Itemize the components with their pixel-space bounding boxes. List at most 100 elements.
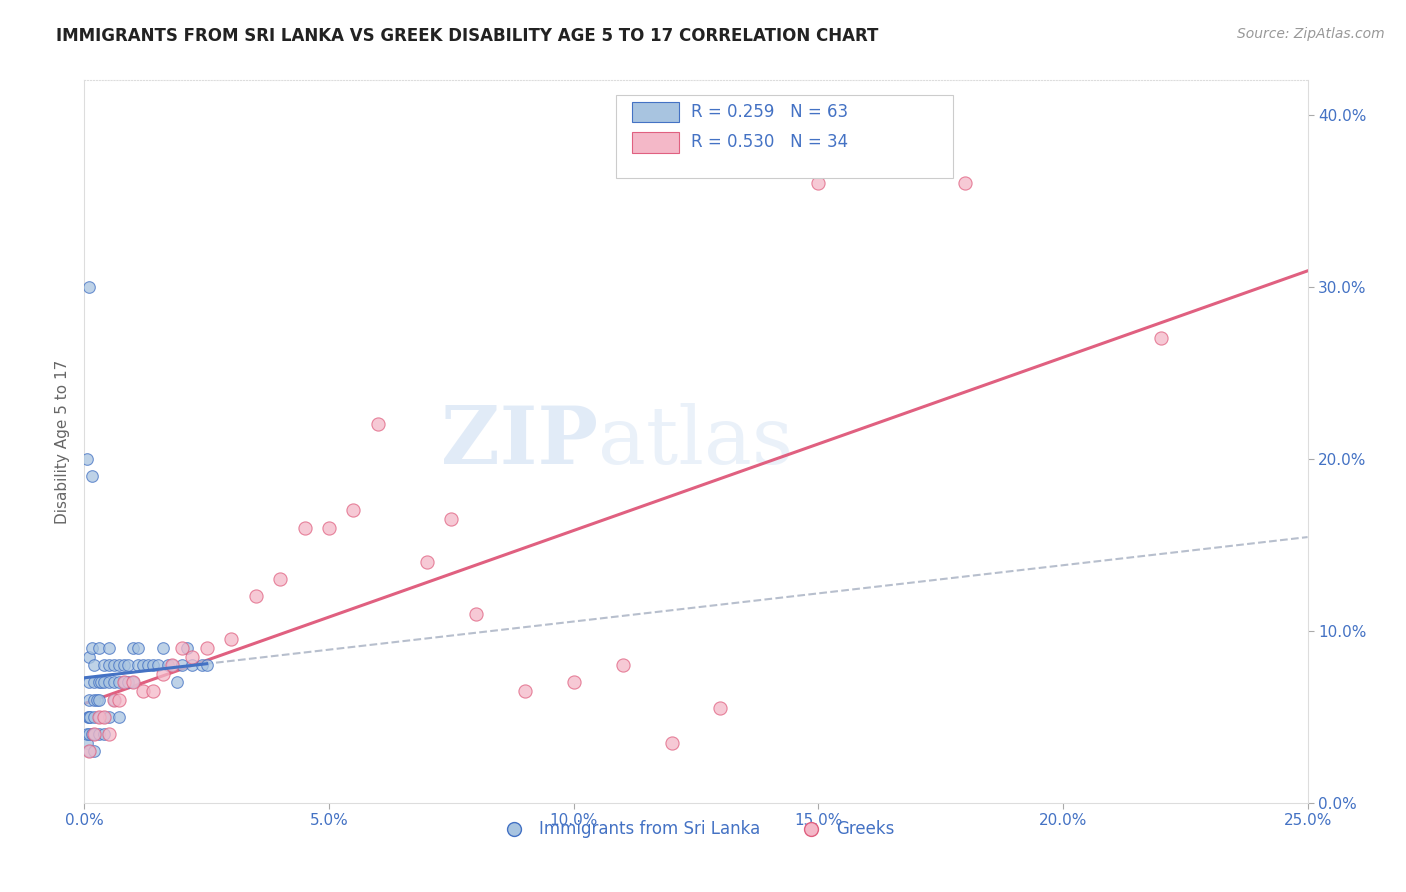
Text: Source: ZipAtlas.com: Source: ZipAtlas.com	[1237, 27, 1385, 41]
Point	[562, 675, 585, 690]
Point	[77, 710, 100, 724]
Point	[127, 640, 149, 655]
Point	[103, 692, 125, 706]
Point	[136, 658, 159, 673]
Point	[86, 692, 108, 706]
Point	[97, 640, 120, 655]
Point	[416, 555, 439, 569]
FancyBboxPatch shape	[616, 95, 953, 178]
Point	[342, 503, 364, 517]
Point	[219, 632, 242, 647]
Point	[122, 675, 145, 690]
Point	[191, 658, 214, 673]
Point	[107, 658, 129, 673]
Point	[97, 710, 120, 724]
Point	[79, 710, 101, 724]
Point	[464, 607, 486, 621]
Point	[142, 684, 165, 698]
Point	[117, 658, 139, 673]
Point	[166, 675, 188, 690]
Point	[87, 692, 110, 706]
Point	[97, 658, 120, 673]
Point	[181, 658, 204, 673]
Point	[176, 640, 198, 655]
Point	[953, 177, 976, 191]
Point	[152, 666, 174, 681]
Point	[107, 675, 129, 690]
Point	[87, 640, 110, 655]
Point	[77, 279, 100, 293]
Point	[132, 684, 155, 698]
Point	[245, 590, 267, 604]
Point	[172, 658, 194, 673]
Point	[103, 675, 125, 690]
Point	[294, 520, 316, 534]
Point	[103, 692, 125, 706]
Point	[709, 701, 731, 715]
Point	[107, 710, 129, 724]
Point	[83, 744, 105, 758]
Point	[87, 710, 110, 724]
Point	[181, 649, 204, 664]
Point	[77, 675, 100, 690]
Point	[117, 675, 139, 690]
Text: atlas: atlas	[598, 402, 793, 481]
Point	[83, 710, 105, 724]
Point	[122, 675, 145, 690]
Point	[112, 658, 135, 673]
Text: ZIP: ZIP	[441, 402, 598, 481]
Point	[513, 684, 536, 698]
Point	[269, 572, 291, 586]
Point	[195, 640, 218, 655]
Point	[142, 658, 165, 673]
Point	[195, 658, 218, 673]
Point	[112, 675, 135, 690]
Point	[83, 658, 105, 673]
Point	[122, 640, 145, 655]
Point	[1150, 331, 1173, 345]
Point	[83, 675, 105, 690]
Point	[146, 658, 169, 673]
Text: R = 0.530   N = 34: R = 0.530 N = 34	[692, 134, 848, 152]
Point	[77, 744, 100, 758]
Point	[103, 658, 125, 673]
Point	[80, 469, 103, 483]
Point	[367, 417, 389, 432]
Point	[93, 710, 115, 724]
Text: IMMIGRANTS FROM SRI LANKA VS GREEK DISABILITY AGE 5 TO 17 CORRELATION CHART: IMMIGRANTS FROM SRI LANKA VS GREEK DISAB…	[56, 27, 879, 45]
Point	[162, 658, 184, 673]
Point	[87, 675, 110, 690]
Point	[807, 177, 830, 191]
Point	[80, 727, 103, 741]
Point	[107, 692, 129, 706]
Point	[77, 744, 100, 758]
Point	[77, 649, 100, 664]
Point	[162, 658, 184, 673]
Point	[152, 640, 174, 655]
Point	[127, 658, 149, 673]
Point	[661, 735, 683, 749]
Point	[156, 658, 179, 673]
Point	[80, 640, 103, 655]
FancyBboxPatch shape	[633, 132, 679, 153]
Y-axis label: Disability Age 5 to 17: Disability Age 5 to 17	[55, 359, 70, 524]
Point	[76, 451, 98, 466]
Point	[112, 675, 135, 690]
Point	[83, 727, 105, 741]
Point	[132, 658, 155, 673]
Text: R = 0.259   N = 63: R = 0.259 N = 63	[692, 103, 848, 121]
Point	[77, 710, 100, 724]
Point	[83, 727, 105, 741]
Point	[612, 658, 634, 673]
Point	[87, 727, 110, 741]
Point	[83, 692, 105, 706]
FancyBboxPatch shape	[633, 102, 679, 122]
Point	[93, 658, 115, 673]
Point	[77, 692, 100, 706]
Point	[93, 675, 115, 690]
Point	[97, 675, 120, 690]
Point	[93, 710, 115, 724]
Point	[90, 675, 112, 690]
Point	[97, 727, 120, 741]
Point	[93, 727, 115, 741]
